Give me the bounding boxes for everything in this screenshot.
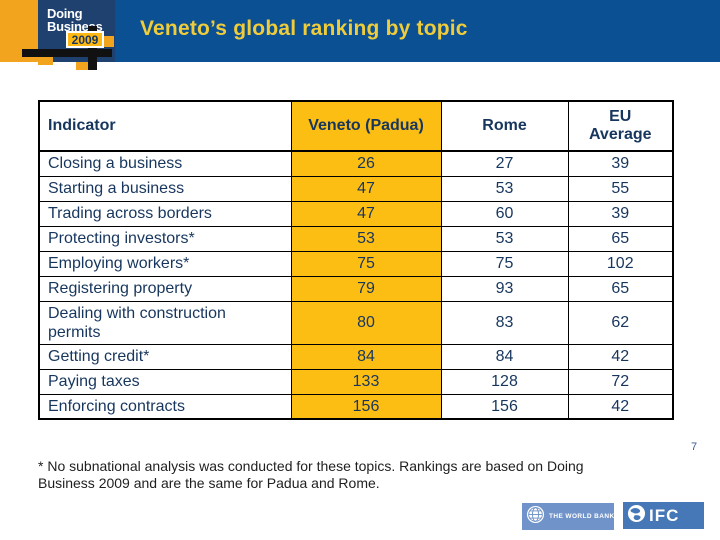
table-body: Closing a business 26 27 39 Starting a b… <box>38 150 674 420</box>
eu-average-value-cell: 42 <box>567 343 674 370</box>
rome-value-cell: 83 <box>440 300 569 345</box>
table-row: Employing workers* 75 75 102 <box>38 250 674 277</box>
rome-value-cell: 53 <box>440 225 569 252</box>
logo-cross-vertical-bar <box>88 26 97 70</box>
title-bar: Doing Business 2009 Veneto’s global rank… <box>0 0 720 70</box>
ifc-logo: IFC <box>623 502 704 529</box>
column-header-indicator: Indicator <box>38 100 292 152</box>
rome-value-cell: 93 <box>440 275 569 302</box>
eu-average-value-cell: 65 <box>567 225 674 252</box>
eu-average-value-cell: 55 <box>567 175 674 202</box>
table-row: Dealing with construction permits 80 83 … <box>38 300 674 345</box>
footnote: * No subnational analysis was conducted … <box>38 458 584 491</box>
ifc-globe-icon <box>627 504 646 528</box>
eu-average-value-cell: 65 <box>567 275 674 302</box>
rome-value-cell: 75 <box>440 250 569 277</box>
indicator-cell: Dealing with construction permits <box>38 300 292 345</box>
table-row: Protecting investors* 53 53 65 <box>38 225 674 252</box>
world-bank-globe-icon <box>526 505 545 529</box>
veneto-value-cell: 53 <box>290 225 442 252</box>
page-title: Veneto’s global ranking by topic <box>140 17 468 40</box>
indicator-cell: Protecting investors* <box>38 225 292 252</box>
table-row: Starting a business 47 53 55 <box>38 175 674 202</box>
veneto-value-cell: 133 <box>290 368 442 395</box>
indicator-cell: Starting a business <box>38 175 292 202</box>
eu-average-value-cell: 39 <box>567 150 674 177</box>
eu-average-value-cell: 72 <box>567 368 674 395</box>
eu-average-value-cell: 39 <box>567 200 674 227</box>
page-number: 7 <box>691 441 698 453</box>
eu-average-value-cell: 102 <box>567 250 674 277</box>
column-header-eu-average: EU Average <box>567 100 674 152</box>
logo-word-doing: Doing <box>47 6 83 21</box>
logo-gold-square <box>38 57 53 65</box>
indicator-cell: Employing workers* <box>38 250 292 277</box>
rome-value-cell: 27 <box>440 150 569 177</box>
indicator-cell: Getting credit* <box>38 343 292 370</box>
veneto-value-cell: 75 <box>290 250 442 277</box>
rome-value-cell: 84 <box>440 343 569 370</box>
indicator-cell: Enforcing contracts <box>38 393 292 420</box>
veneto-value-cell: 156 <box>290 393 442 420</box>
logo-gold-square <box>101 36 114 47</box>
logo-year-badge: 2009 <box>66 31 104 48</box>
veneto-value-cell: 47 <box>290 200 442 227</box>
indicator-cell: Paying taxes <box>38 368 292 395</box>
logo-cross-horizontal-bar <box>22 49 112 57</box>
ranking-table: Indicator Veneto (Padua) Rome EU Average… <box>38 100 674 420</box>
indicator-cell: Trading across borders <box>38 200 292 227</box>
veneto-value-cell: 47 <box>290 175 442 202</box>
table-row: Registering property 79 93 65 <box>38 275 674 302</box>
veneto-value-cell: 84 <box>290 343 442 370</box>
rome-value-cell: 53 <box>440 175 569 202</box>
column-header-veneto: Veneto (Padua) <box>290 100 442 152</box>
veneto-value-cell: 26 <box>290 150 442 177</box>
table-row: Enforcing contracts 156 156 42 <box>38 393 674 420</box>
veneto-value-cell: 80 <box>290 300 442 345</box>
table-row: Closing a business 26 27 39 <box>38 150 674 177</box>
table-row: Getting credit* 84 84 42 <box>38 343 674 370</box>
rome-value-cell: 60 <box>440 200 569 227</box>
veneto-value-cell: 79 <box>290 275 442 302</box>
table-header-row: Indicator Veneto (Padua) Rome EU Average <box>38 100 674 152</box>
indicator-cell: Registering property <box>38 275 292 302</box>
rome-value-cell: 156 <box>440 393 569 420</box>
eu-average-value-cell: 62 <box>567 300 674 345</box>
world-bank-logo: THE WORLD BANK <box>522 503 614 530</box>
indicator-cell: Closing a business <box>38 150 292 177</box>
logo-gold-square <box>76 62 90 70</box>
table-row: Trading across borders 47 60 39 <box>38 200 674 227</box>
table-row: Paying taxes 133 128 72 <box>38 368 674 395</box>
column-header-rome: Rome <box>440 100 569 152</box>
eu-average-value-cell: 42 <box>567 393 674 420</box>
world-bank-logo-text: THE WORLD BANK <box>549 513 615 520</box>
ifc-logo-text: IFC <box>649 506 680 525</box>
rome-value-cell: 128 <box>440 368 569 395</box>
